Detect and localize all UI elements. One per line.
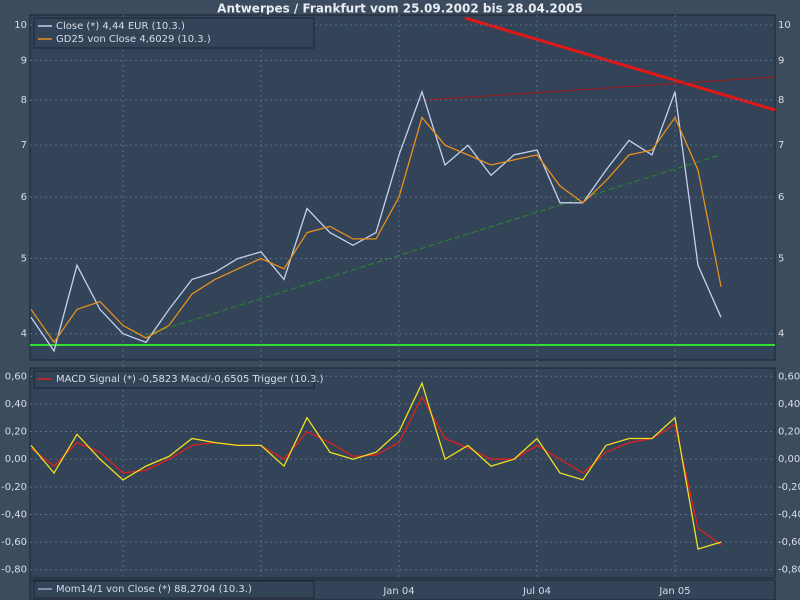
legend-box [33,580,315,599]
y-tick-label: -0,80 [1,565,27,576]
y-tick-label: -0,40 [778,509,800,520]
y-tick-label: 0,60 [5,371,27,382]
y-tick-label: -0,60 [778,537,800,548]
legend-label: GD25 von Close 4,6029 (10.3.) [56,34,211,45]
x-tick-label: Jul 04 [522,586,551,597]
y-tick-label: 7 [21,140,27,151]
legend: Mom14/1 von Close (*) 88,2704 (10.3.) [33,580,315,599]
y-tick-label: 8 [778,95,784,106]
y-tick-label: 4 [778,329,784,340]
y-tick-label: 4 [21,329,27,340]
y-tick-label: 5 [778,254,784,265]
series-line [30,116,722,344]
y-tick-label: 8 [21,95,27,106]
y-tick-label: 0,60 [778,371,800,382]
x-tick-label: Jan 04 [382,586,414,597]
series-line [30,381,722,550]
chart-title: Antwerpes / Frankfurt vom 25.09.2002 bis… [217,2,583,16]
trend-line [464,16,776,112]
y-tick-label: 0,40 [778,399,800,410]
y-tick-label: 0,20 [5,427,27,438]
y-tick-label: 5 [21,254,27,265]
y-tick-label: -0,80 [778,565,800,576]
y-tick-label: 10 [14,20,27,31]
price-panel [29,14,776,361]
y-tick-label: 0,00 [778,454,800,465]
legend-box [33,370,315,389]
y-tick-label: 0,40 [5,399,27,410]
legend: MACD Signal (*) -0,5823 Macd/-0,6505 Tri… [33,370,324,389]
y-tick-label: 6 [778,192,784,203]
y-tick-label: -0,60 [1,537,27,548]
macd-panel [29,367,776,579]
legend-label: MACD Signal (*) -0,5823 Macd/-0,6505 Tri… [56,374,324,385]
trend-line [424,76,776,101]
series-line [30,89,722,353]
y-tick-label: 9 [21,55,27,66]
y-tick-label: 0,00 [5,454,27,465]
legend-label: Mom14/1 von Close (*) 88,2704 (10.3.) [56,584,252,595]
legend: Close (*) 4,44 EUR (10.3.) GD25 von Close… [33,17,315,49]
legend-label: Close (*) 4,44 EUR (10.3.) [56,21,185,32]
legend-box [33,17,315,49]
y-tick-label: -0,20 [778,482,800,493]
x-tick-label: Jan 05 [658,586,690,597]
y-tick-label: 10 [778,20,791,31]
trend-line [144,154,721,336]
y-tick-label: -0,20 [1,482,27,493]
y-tick-label: 7 [778,140,784,151]
series-line [30,395,722,546]
y-tick-label: 9 [778,55,784,66]
y-tick-label: -0,40 [1,509,27,520]
y-tick-label: 6 [21,192,27,203]
y-tick-label: 0,20 [778,427,800,438]
